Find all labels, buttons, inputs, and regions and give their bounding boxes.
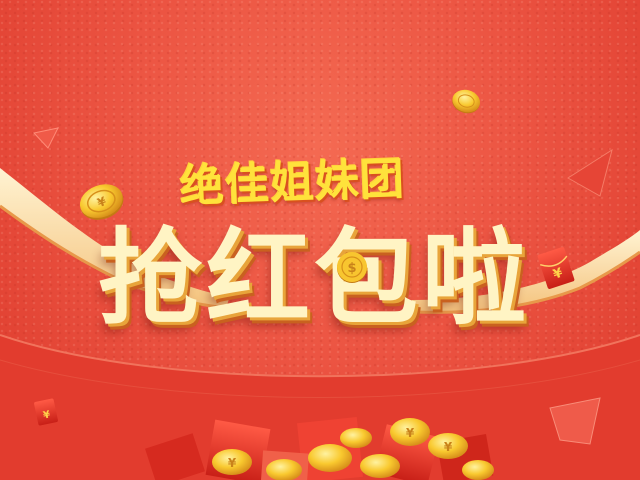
right-ribbon-edge — [413, 250, 640, 314]
svg-text:$: $ — [347, 261, 356, 276]
gold-coin-icon: ¥ — [79, 184, 124, 220]
svg-text:¥: ¥ — [42, 409, 51, 421]
gold-coin-icon — [452, 89, 481, 114]
bottom-arc-line-2 — [0, 359, 640, 398]
left-ribbon-edge — [0, 204, 227, 310]
red-triangle-icon — [33, 127, 59, 149]
red-envelope-icon: ¥ — [34, 398, 58, 426]
svg-text:¥: ¥ — [406, 426, 415, 440]
bottom-arc-line — [0, 334, 640, 378]
right-ribbon — [412, 230, 640, 313]
envelope-coin-pile: ¥ ¥ ¥ — [145, 417, 494, 480]
red-triangle-icon — [567, 148, 613, 197]
svg-text:¥: ¥ — [551, 266, 564, 283]
red-envelope-icon: ¥ — [537, 247, 575, 289]
svg-text:¥: ¥ — [228, 456, 237, 470]
red-triangle-icon — [549, 397, 601, 445]
dollar-coin-icon: $ — [337, 252, 367, 283]
svg-text:¥: ¥ — [444, 440, 453, 454]
main-headline: 抢红包啦 — [98, 216, 531, 339]
